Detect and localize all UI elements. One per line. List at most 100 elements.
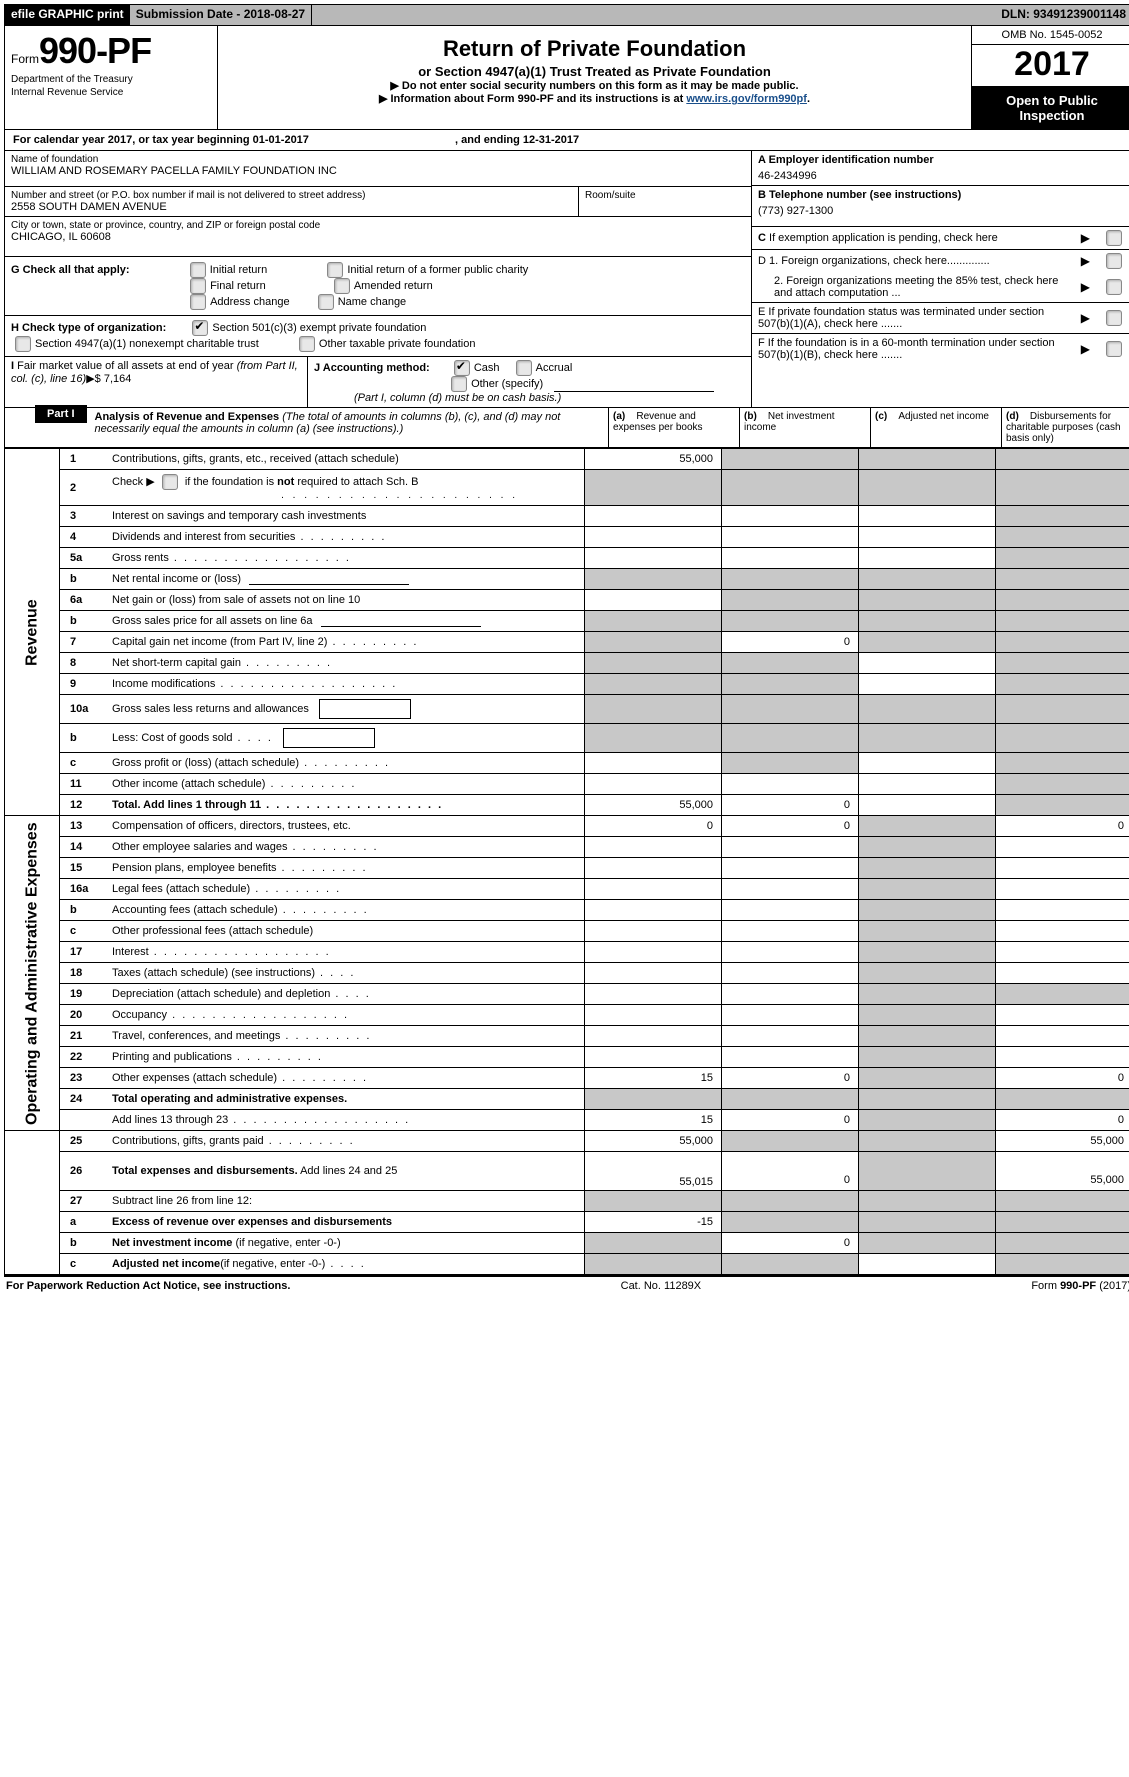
table-row: 6aNet gain or (loss) from sale of assets… [5,590,1129,611]
instructions-link[interactable]: www.irs.gov/form990pf [686,93,807,105]
line-desc: Depreciation (attach schedule) and deple… [106,984,585,1005]
schb-checkbox[interactable] [162,474,178,490]
h-4947: Section 4947(a)(1) nonexempt charitable … [35,338,259,350]
line-desc: Other employee salaries and wages [106,837,585,858]
lineno: 5a [60,548,107,569]
ein: 46-2434996 [758,170,1126,182]
cash-checkbox[interactable] [454,360,470,376]
accrual-checkbox[interactable] [516,360,532,376]
dln: DLN: 93491239001148 [995,5,1129,25]
line-desc: Excess of revenue over expenses and disb… [106,1212,585,1233]
line-desc: Add lines 13 through 23 [106,1110,585,1131]
j-note: (Part I, column (d) must be on cash basi… [354,392,561,404]
lineno: 18 [60,963,107,984]
r2-post: if the foundation is not required to att… [185,476,419,488]
g-label: G Check all that apply: [11,264,130,276]
initial-former-checkbox[interactable] [327,262,343,278]
amt-a: 55,015 [585,1152,722,1191]
table-row: 18Taxes (attach schedule) (see instructi… [5,963,1129,984]
lineno: b [60,611,107,632]
amt-a: 55,000 [585,795,722,816]
line-desc: Printing and publications [106,1047,585,1068]
col-b-head: (b) Net investment income [739,408,870,447]
triangle-icon: ▶ [1075,251,1096,271]
line-desc: Capital gain net income (from Part IV, l… [106,632,585,653]
name-change-checkbox[interactable] [318,294,334,310]
lineno: 8 [60,653,107,674]
g-namechg: Name change [338,296,407,308]
form-title: Return of Private Foundation [226,36,963,62]
table-row: 20Occupancy [5,1005,1129,1026]
final-return-checkbox[interactable] [190,278,206,294]
line-desc: Net investment income (if negative, ente… [106,1233,585,1254]
triangle-icon: ▶ [1075,277,1096,297]
e-checkbox[interactable] [1106,310,1122,326]
initial-return-checkbox[interactable] [190,262,206,278]
a-label: A Employer identification number [758,154,1126,166]
line-desc: Total operating and administrative expen… [106,1089,585,1110]
lineno: 4 [60,527,107,548]
amt-d: 55,000 [996,1131,1129,1152]
j-other: Other (specify) [471,378,543,390]
line-desc: Gross profit or (loss) (attach schedule) [106,753,585,774]
table-row: bNet rental income or (loss) [5,569,1129,590]
triangle-icon: ▶ [1075,308,1096,328]
amt-a: 15 [585,1068,722,1089]
lineno: c [60,753,107,774]
other-taxable-checkbox[interactable] [299,336,315,352]
table-row: 19Depreciation (attach schedule) and dep… [5,984,1129,1005]
i-label: I Fair market value of all assets at end… [11,360,298,385]
lineno: 22 [60,1047,107,1068]
address-change-checkbox[interactable] [190,294,206,310]
d1-checkbox[interactable] [1106,253,1122,269]
amt-b: 0 [722,632,859,653]
line-desc: Interest on savings and temporary cash i… [106,506,585,527]
table-row: 16aLegal fees (attach schedule) [5,879,1129,900]
table-row: aExcess of revenue over expenses and dis… [5,1212,1129,1233]
amt-a: 55,000 [585,1131,722,1152]
j-accrual: Accrual [536,362,573,374]
amt-a: 55,000 [585,449,722,470]
line-desc: Contributions, gifts, grants, etc., rece… [106,449,585,470]
lineno: 25 [60,1131,107,1152]
topbar: efile GRAPHIC print Submission Date - 20… [4,4,1129,26]
table-row: 7Capital gain net income (from Part IV, … [5,632,1129,653]
amended-return-checkbox[interactable] [334,278,350,294]
line-desc: Travel, conferences, and meetings [106,1026,585,1047]
table-row: Revenue 1 Contributions, gifts, grants, … [5,449,1129,470]
section-g: G Check all that apply: Initial return I… [5,257,751,316]
table-row: bNet investment income (if negative, ent… [5,1233,1129,1254]
line-desc: Interest [106,942,585,963]
lineno: 13 [60,816,107,837]
amt-d: 0 [996,1110,1129,1131]
f-label: F If the foundation is in a 60-month ter… [752,334,1075,364]
triangle-icon: ▶ [1075,339,1096,359]
line-desc: Net rental income or (loss) [106,569,585,590]
d2-label: 2. Foreign organizations meeting the 85%… [752,272,1075,302]
c-checkbox[interactable] [1106,230,1122,246]
other-method-checkbox[interactable] [451,376,467,392]
line-desc: Occupancy [106,1005,585,1026]
col-a-head: (a) Revenue and expenses per books [608,408,739,447]
b-label: B Telephone number (see instructions) [758,189,1126,201]
g-addrchg: Address change [210,296,290,308]
lineno: 12 [60,795,107,816]
line-desc: Other expenses (attach schedule) [106,1068,585,1089]
amt-a: 15 [585,1110,722,1131]
amt-c [859,449,996,470]
warn-info-text: ▶ Information about Form 990-PF and its … [379,93,686,105]
line-desc: Other income (attach schedule) [106,774,585,795]
table-row: 11Other income (attach schedule) [5,774,1129,795]
table-row: bLess: Cost of goods sold [5,724,1129,753]
501c3-checkbox[interactable] [192,320,208,336]
4947a1-checkbox[interactable] [15,336,31,352]
line-desc: Gross sales price for all assets on line… [106,611,585,632]
d2-checkbox[interactable] [1106,279,1122,295]
warn-info: ▶ Information about Form 990-PF and its … [226,92,963,105]
omb-number: OMB No. 1545-0052 [972,26,1129,45]
city-label: City or town, state or province, country… [11,220,745,231]
f-checkbox[interactable] [1106,341,1122,357]
lineno: 1 [60,449,107,470]
line-desc: Taxes (attach schedule) (see instruction… [106,963,585,984]
lineno: b [60,900,107,921]
